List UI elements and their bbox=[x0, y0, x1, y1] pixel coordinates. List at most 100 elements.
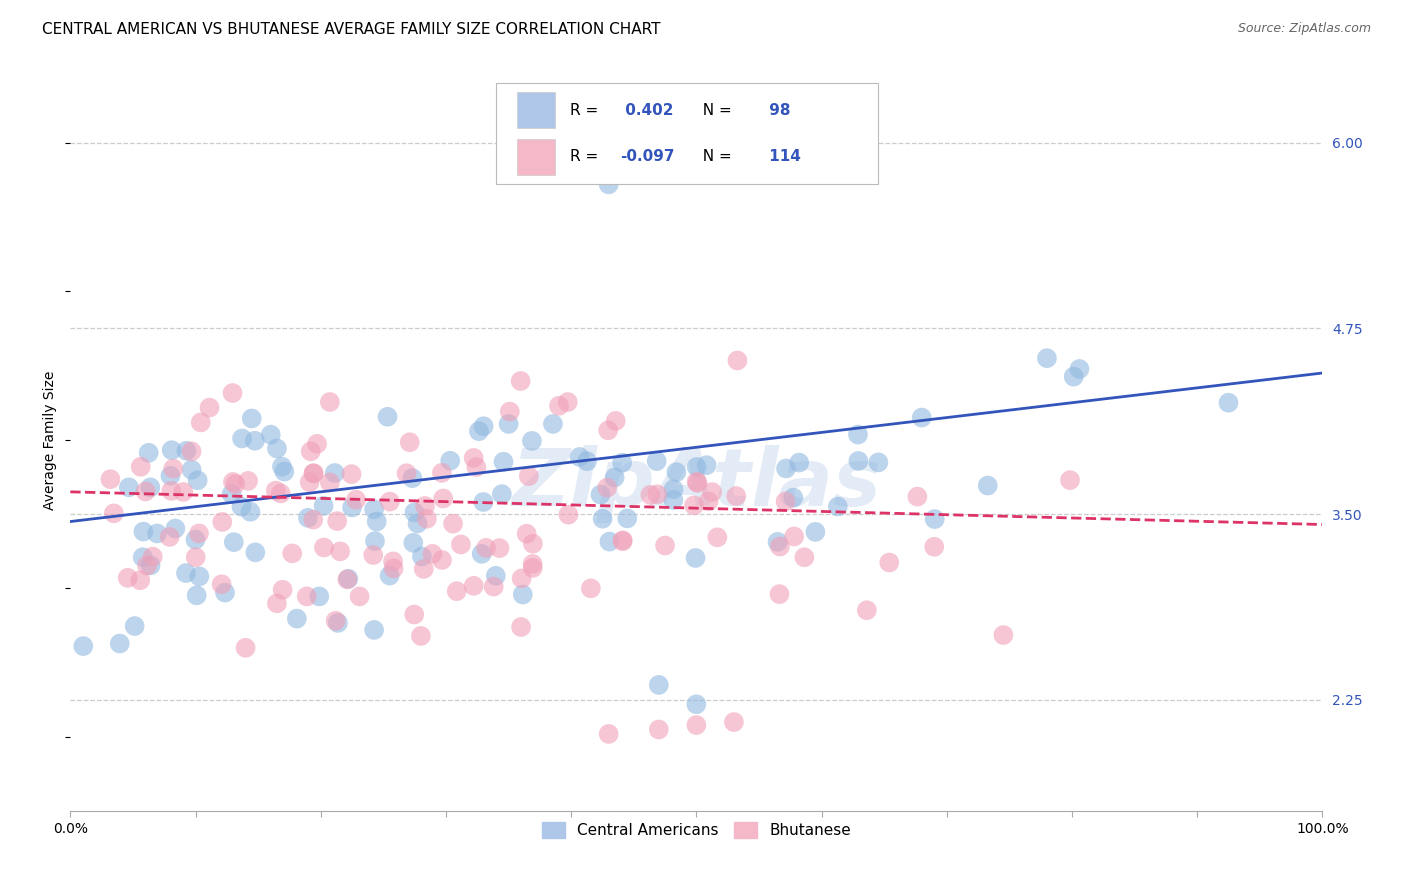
Point bbox=[723, 714, 745, 729]
FancyBboxPatch shape bbox=[517, 139, 555, 175]
Text: R =: R = bbox=[569, 103, 603, 118]
Text: Source: ZipAtlas.com: Source: ZipAtlas.com bbox=[1237, 22, 1371, 36]
Point bbox=[411, 549, 433, 564]
FancyBboxPatch shape bbox=[496, 83, 877, 184]
Point bbox=[302, 467, 325, 481]
Point bbox=[323, 466, 346, 480]
Point bbox=[482, 580, 505, 594]
Point bbox=[598, 534, 620, 549]
Point bbox=[430, 553, 453, 567]
Point bbox=[696, 458, 718, 473]
Point bbox=[1218, 395, 1240, 409]
Point bbox=[522, 561, 544, 575]
Y-axis label: Average Family Size: Average Family Size bbox=[44, 370, 58, 509]
Point bbox=[977, 478, 1000, 492]
Point bbox=[1069, 362, 1091, 376]
Point bbox=[224, 477, 246, 491]
Point bbox=[463, 579, 485, 593]
Point bbox=[298, 475, 321, 490]
Point bbox=[579, 582, 602, 596]
Point bbox=[299, 444, 322, 458]
Point bbox=[264, 483, 287, 498]
Point bbox=[329, 544, 352, 558]
Point bbox=[319, 475, 342, 490]
Point bbox=[398, 435, 420, 450]
Point bbox=[517, 469, 540, 483]
Point bbox=[877, 556, 900, 570]
Point bbox=[326, 615, 349, 630]
Point bbox=[488, 541, 510, 555]
Point bbox=[499, 404, 522, 418]
Point bbox=[662, 482, 685, 496]
Point bbox=[450, 537, 472, 551]
Point bbox=[160, 443, 183, 458]
Point bbox=[172, 484, 194, 499]
Point bbox=[406, 516, 429, 531]
Point bbox=[401, 471, 423, 485]
Point bbox=[325, 614, 347, 628]
Point bbox=[129, 459, 152, 474]
Point bbox=[432, 491, 454, 506]
Point bbox=[72, 639, 94, 653]
Point bbox=[568, 450, 591, 464]
Point bbox=[416, 512, 439, 526]
Point bbox=[117, 571, 139, 585]
Point bbox=[640, 488, 662, 502]
Point bbox=[404, 607, 426, 622]
Point bbox=[612, 534, 634, 549]
Point bbox=[685, 460, 707, 475]
Point bbox=[326, 514, 349, 528]
Point bbox=[905, 490, 928, 504]
Point bbox=[395, 466, 418, 480]
Point bbox=[211, 515, 233, 529]
Point bbox=[308, 590, 330, 604]
Point bbox=[769, 540, 792, 554]
Point bbox=[312, 499, 335, 513]
Point bbox=[184, 533, 207, 547]
Point bbox=[412, 562, 434, 576]
Point bbox=[139, 480, 162, 494]
Point bbox=[236, 474, 259, 488]
Point bbox=[603, 470, 626, 484]
Point bbox=[725, 489, 748, 503]
Point bbox=[993, 628, 1015, 642]
Point bbox=[337, 572, 360, 586]
Point bbox=[319, 395, 342, 409]
Point bbox=[382, 561, 405, 575]
Point bbox=[422, 547, 444, 561]
Point bbox=[557, 508, 579, 522]
Point bbox=[654, 539, 676, 553]
Point bbox=[804, 524, 827, 539]
Point bbox=[124, 619, 146, 633]
Point bbox=[827, 500, 849, 514]
Point bbox=[548, 399, 571, 413]
Point bbox=[592, 512, 614, 526]
Point bbox=[775, 461, 797, 475]
Text: 98: 98 bbox=[763, 103, 790, 118]
Point bbox=[1059, 473, 1081, 487]
Point bbox=[377, 409, 399, 424]
Point bbox=[174, 566, 197, 580]
Point bbox=[409, 629, 432, 643]
Point bbox=[787, 456, 810, 470]
Point bbox=[510, 571, 533, 585]
Point bbox=[245, 545, 267, 559]
Point bbox=[270, 486, 292, 500]
Point bbox=[598, 727, 620, 741]
Point bbox=[598, 423, 620, 437]
Point bbox=[295, 590, 318, 604]
Point bbox=[446, 584, 468, 599]
Point bbox=[413, 499, 436, 513]
Point bbox=[509, 374, 531, 388]
Text: 0.402: 0.402 bbox=[620, 103, 673, 118]
Point bbox=[1063, 369, 1085, 384]
Point bbox=[605, 414, 627, 428]
Text: ZipAtlas: ZipAtlas bbox=[512, 445, 882, 524]
Point bbox=[475, 541, 498, 555]
Point bbox=[221, 386, 243, 401]
Point bbox=[221, 487, 243, 501]
Text: N =: N = bbox=[693, 103, 737, 118]
Point bbox=[645, 487, 668, 501]
Point bbox=[645, 454, 668, 468]
Point bbox=[441, 516, 464, 531]
